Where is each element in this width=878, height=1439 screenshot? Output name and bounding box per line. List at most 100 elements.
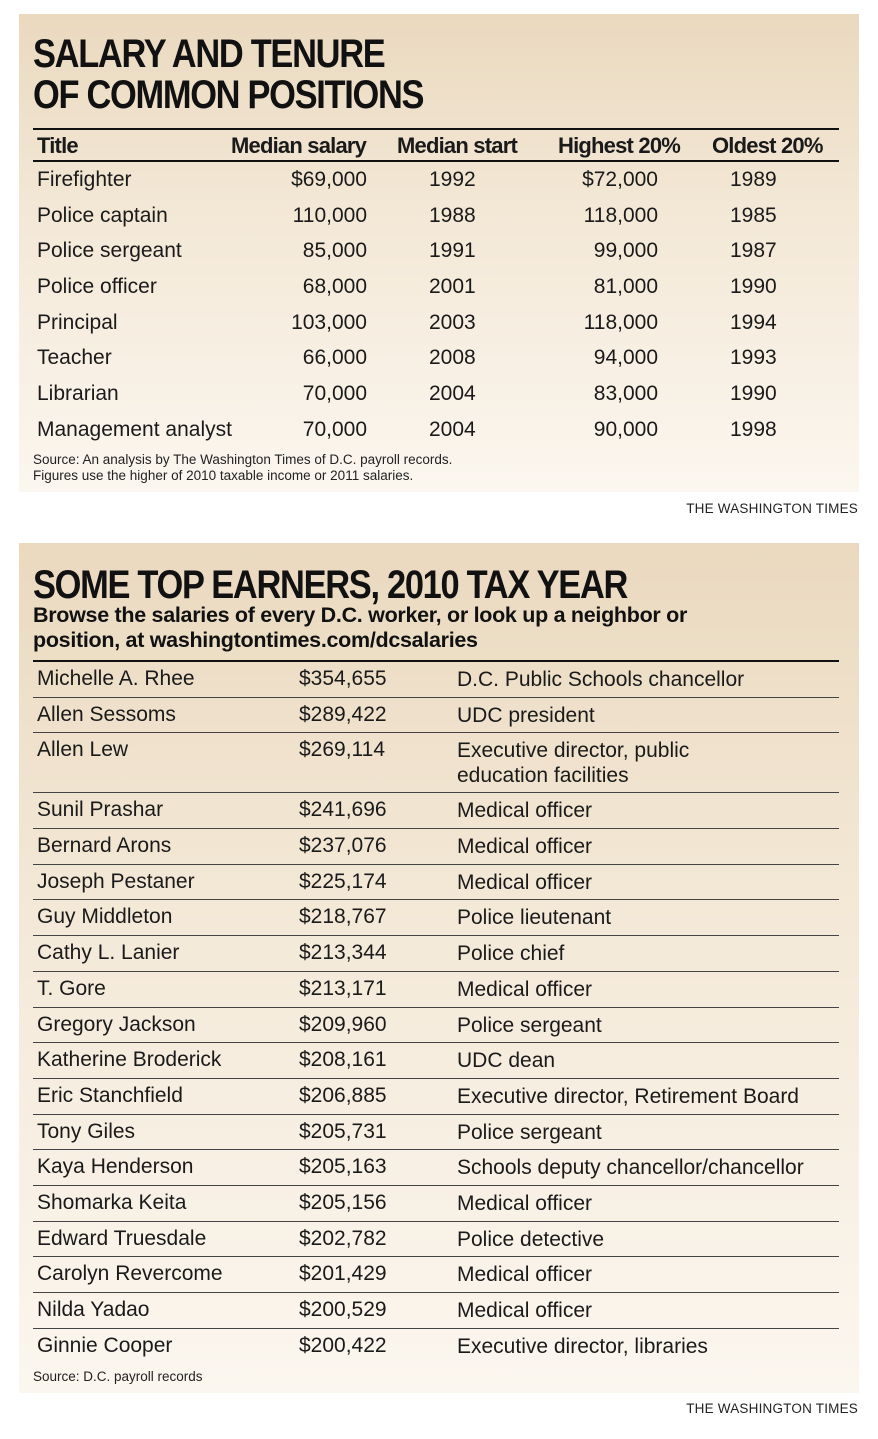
cell-title: Management analyst	[37, 417, 232, 441]
table-row: Nilda Yadao $200,529 Medical officer	[33, 1293, 839, 1329]
cell-salary: $202,782	[299, 1226, 387, 1250]
table-row: Firefighter $69,000 1992 $72,000 1989	[33, 162, 839, 198]
table-row: Kaya Henderson $205,163 Schools deputy cha…	[33, 1150, 839, 1186]
cell-name: Gregory Jackson	[37, 1012, 196, 1036]
cell-name: Ginnie Cooper	[37, 1333, 173, 1357]
cell-position: Police detective	[457, 1227, 605, 1251]
cell-highest-20: 94,000	[593, 346, 658, 370]
cell-position: Police lieutenant	[457, 906, 612, 930]
salary-tenure-panel: SALARY AND TENURE OF COMMON POSITIONS Ti…	[19, 14, 859, 492]
cell-median-salary: 70,000	[302, 382, 367, 406]
cell-salary: $354,655	[299, 667, 387, 690]
table-row: Gregory Jackson $209,960 Police sergeant	[33, 1008, 839, 1044]
cell-oldest-20: 1985	[730, 203, 777, 227]
cell-name: Allen Lew	[37, 738, 129, 762]
cell-position: Medical officer	[457, 1299, 593, 1322]
cell-position: Medical officer	[457, 977, 593, 1001]
cell-position: Medical officer	[457, 835, 593, 859]
cell-position: Executive director, Retirement Board	[457, 1084, 799, 1108]
cell-median-salary: $69,000	[291, 168, 367, 191]
header-oldest-20: Oldest 20%	[712, 133, 823, 158]
cell-highest-20: $72,000	[582, 168, 658, 191]
cell-oldest-20: 1993	[730, 346, 777, 370]
table-row: Sunil Prashar $241,696 Medical officer	[33, 793, 839, 830]
cell-salary: $200,422	[299, 1333, 387, 1357]
cell-position: Medical officer	[457, 870, 593, 894]
top-earners-headline: SOME TOP EARNERS, 2010 TAX YEAR	[33, 563, 628, 607]
cell-title: Police sergeant	[37, 239, 182, 263]
cell-median-start: 2001	[429, 275, 476, 299]
cell-name: Katherine Broderick	[37, 1048, 222, 1072]
cell-salary: $200,529	[299, 1298, 387, 1321]
table-header-row: Title Median salary Median start Highest…	[33, 128, 839, 162]
table-row: Police captain 110,000 1988 118,000 1985	[33, 198, 839, 234]
subhead-line-2: position, at washingtontimes.com/dcsalar…	[33, 628, 478, 652]
cell-position: UDC president	[457, 703, 595, 727]
cell-median-salary: 70,000	[302, 417, 367, 441]
cell-salary: $205,156	[299, 1190, 387, 1214]
cell-title: Librarian	[37, 382, 119, 406]
cell-highest-20: 99,000	[593, 239, 658, 263]
table-row: Ginnie Cooper $200,422 Executive director,…	[33, 1329, 839, 1365]
headline-line-2: OF COMMON POSITIONS	[33, 73, 425, 117]
table-row: Shomarka Keita $205,156 Medical officer	[33, 1186, 839, 1222]
cell-salary: $205,731	[299, 1119, 387, 1143]
table-row: Principal 103,000 2003 118,000 1994	[33, 305, 839, 341]
cell-name: Allen Sessoms	[37, 702, 176, 726]
source-line-1: Source: An analysis by The Washington Ti…	[33, 452, 453, 467]
cell-median-start: 1992	[429, 168, 476, 191]
table-row: T. Gore $213,171 Medical officer	[33, 972, 839, 1008]
top-earners-subhead: Browse the salaries of every D.C. worker…	[33, 603, 853, 653]
cell-salary: $213,171	[299, 976, 387, 1000]
cell-salary: $205,163	[299, 1155, 387, 1179]
table-row: Allen Lew $269,114 Executive director, pub…	[33, 733, 839, 794]
table-row: Police sergeant 85,000 1991 99,000 1987	[33, 233, 839, 269]
salary-tenure-headline: SALARY AND TENURE OF COMMON POSITIONS	[33, 34, 515, 116]
cell-highest-20: 90,000	[593, 417, 658, 441]
cell-position: D.C. Public Schools chancellor	[457, 668, 745, 691]
table-row: Police officer 68,000 2001 81,000 1990	[33, 269, 839, 305]
cell-position: Medical officer	[457, 1263, 593, 1287]
table-body: Firefighter $69,000 1992 $72,000 1989 Police …	[33, 162, 839, 448]
cell-title: Police captain	[37, 203, 168, 227]
cell-name: Joseph Pestaner	[37, 869, 195, 893]
cell-salary: $206,885	[299, 1083, 387, 1107]
cell-highest-20: 83,000	[593, 382, 658, 406]
cell-position: Schools deputy chancellor/chancellor	[457, 1156, 804, 1180]
cell-name: T. Gore	[37, 976, 106, 1000]
table-row: Teacher 66,000 2008 94,000 1993	[33, 340, 839, 376]
cell-median-start: 2003	[429, 310, 476, 334]
cell-position: Police chief	[457, 942, 565, 966]
source-line-2: Figures use the higher of 2010 taxable i…	[33, 468, 414, 483]
table-row: Edward Truesdale $202,782 Police detective	[33, 1222, 839, 1258]
table-row: Management analyst 70,000 2004 90,000 1998	[33, 412, 839, 448]
cell-highest-20: 118,000	[583, 310, 658, 334]
header-median-start: Median start	[397, 133, 518, 158]
cell-position: Executive director, public education fac…	[457, 739, 690, 788]
cell-name: Michelle A. Rhee	[37, 667, 195, 690]
cell-highest-20: 81,000	[593, 275, 658, 299]
cell-median-salary: 103,000	[291, 310, 367, 334]
cell-highest-20: 118,000	[583, 203, 658, 227]
cell-salary: $269,114	[299, 738, 386, 762]
credit-line: THE WASHINGTON TIMES	[686, 1401, 858, 1416]
cell-salary: $289,422	[299, 702, 387, 726]
table-row: Bernard Arons $237,076 Medical officer	[33, 829, 839, 865]
cell-oldest-20: 1998	[730, 417, 777, 441]
subhead-line-1: Browse the salaries of every D.C. worker…	[33, 603, 688, 627]
table-row: Michelle A. Rhee $354,655 D.C. Public Scho…	[33, 662, 839, 698]
cell-position: Medical officer	[457, 799, 593, 823]
table-row: Guy Middleton $218,767 Police lieutenant	[33, 900, 839, 937]
header-median-salary: Median salary	[231, 133, 367, 158]
cell-position: Police sergeant	[457, 1120, 602, 1144]
cell-median-start: 2008	[429, 346, 476, 370]
cell-oldest-20: 1987	[730, 239, 777, 263]
cell-name: Sunil Prashar	[37, 798, 164, 822]
cell-median-salary: 66,000	[302, 346, 367, 370]
cell-position: Executive director, libraries	[457, 1334, 708, 1358]
cell-median-start: 2004	[429, 382, 476, 406]
table-row: Eric Stanchfield $206,885 Executive direct…	[33, 1079, 839, 1115]
table-row: Joseph Pestaner $225,174 Medical officer	[33, 865, 839, 901]
cell-name: Nilda Yadao	[37, 1298, 150, 1321]
table-row: Carolyn Revercome $201,429 Medical officer	[33, 1257, 839, 1293]
